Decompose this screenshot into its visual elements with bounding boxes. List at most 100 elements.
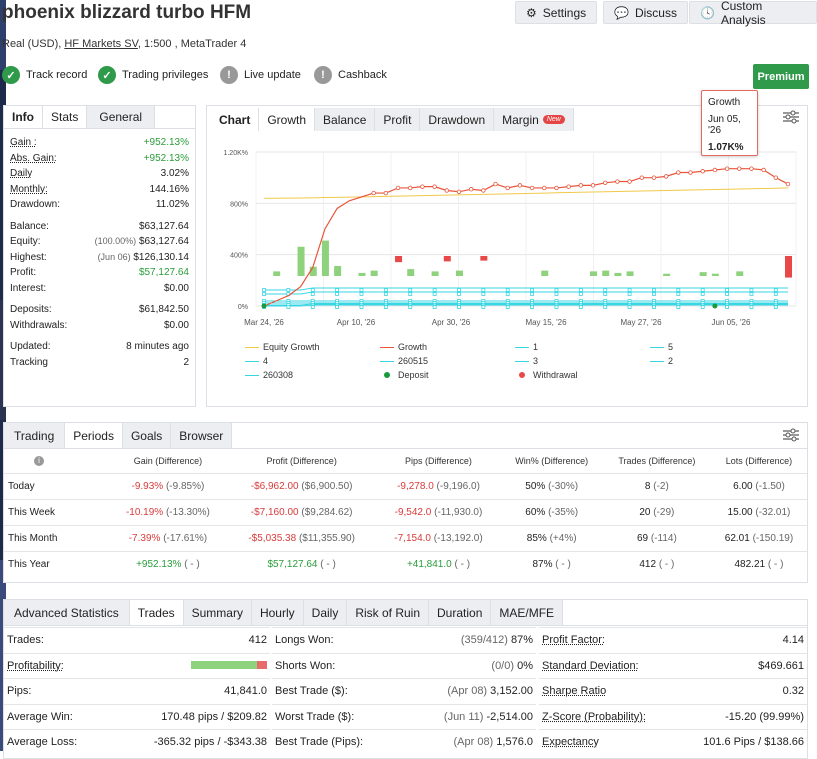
broker-link[interactable]: HF Markets SV [64, 38, 138, 50]
legend-label: Growth [398, 342, 428, 352]
stat-row: Profitability: [4, 652, 270, 678]
bar [334, 265, 342, 276]
series-point-cyan [676, 305, 681, 309]
stat-label: Best Trade ($): [275, 685, 348, 697]
series-point-growth [627, 179, 632, 184]
series-point-growth [615, 179, 620, 184]
info-value: (100.00%) $63,127.64 [95, 236, 189, 247]
series-point-cyan [335, 305, 340, 309]
legend-item[interactable]: 1 [515, 342, 538, 352]
periods-panel: Trading Periods Goals Browser i Gain (Dif… [3, 422, 808, 583]
info-value-text: $63,127.64 [138, 220, 189, 232]
legend-item[interactable]: 260308 [245, 370, 293, 380]
info-icon: i [34, 456, 44, 467]
info-label: Equity: [10, 236, 41, 248]
tab-advanced-2[interactable]: Summary [183, 600, 252, 625]
tab-advanced-3[interactable]: Hourly [251, 600, 304, 625]
series-point-growth [554, 185, 559, 191]
gear-icon: ⚙ [526, 5, 537, 20]
chart-settings-icon[interactable] [782, 110, 800, 124]
tab-margin[interactable]: Margin New [494, 108, 574, 131]
chat-icon: 💬 [614, 5, 629, 20]
stat-value: -365.32 pips / -$343.38 [153, 736, 267, 748]
series-point-cyan [725, 292, 729, 296]
tab-advanced-7[interactable]: MAE/MFE [491, 600, 564, 625]
series-point-growth [481, 188, 486, 193]
tab-browser[interactable]: Browser [171, 423, 233, 448]
period-cell: -9,542.0 (-11,930.0) [376, 498, 501, 525]
info-value-text: $57,127.64 [138, 267, 189, 279]
series-point-cyan [383, 288, 388, 292]
stat-row: Expectancy 101.6 Pips / $138.66 [539, 729, 807, 754]
period-cell: 50% (-30%) [500, 472, 603, 499]
series-point-cyan [408, 305, 413, 309]
period-cell: 20 (-29) [602, 498, 711, 525]
settings-button[interactable]: ⚙ Settings [515, 1, 598, 24]
legend-item[interactable]: Withdrawal [515, 370, 578, 380]
info-value: +952.13% [144, 153, 189, 164]
period-cell: $57,127.64 ( - ) [226, 550, 377, 577]
tab-chart[interactable]: Chart [211, 108, 260, 131]
info-value: $61,842.50 [139, 304, 189, 315]
series-point-growth [578, 183, 584, 188]
tab-general[interactable]: General [87, 106, 156, 128]
advanced-stats-panel: Advanced Statistics Trades Summary Hourly Da… [3, 599, 808, 759]
legend-item[interactable]: 5 [650, 342, 673, 352]
info-label: Updated: [10, 341, 51, 353]
series-point-cyan [310, 292, 315, 296]
legend-item[interactable]: 4 [245, 356, 268, 366]
custom-analysis-button[interactable]: 🕓 Custom Analysis [689, 0, 817, 27]
series-point-growth [542, 185, 547, 191]
growth-chart[interactable]: 1.20K% 800% 400% 0% Mar 24, '26 Apr 10, '26 Ap… [206, 140, 806, 340]
legend-item[interactable]: 2 [650, 356, 673, 366]
tab-advanced-0[interactable]: Advanced Statistics [4, 600, 130, 625]
legend-swatch [245, 346, 259, 348]
periods-settings-icon[interactable] [782, 428, 800, 442]
series-point-cyan [310, 288, 315, 292]
legend-item[interactable]: Equity Growth [245, 342, 320, 352]
series-point-cyan [773, 288, 778, 292]
series-point-cyan [627, 292, 632, 296]
period-cell: -7,154.0 (-13,192.0) [376, 524, 501, 551]
tab-drawdown[interactable]: Drawdown [420, 108, 495, 131]
discuss-button[interactable]: 💬 Discuss [603, 1, 688, 24]
info-value-text: $63,127.64 [138, 236, 189, 248]
tab-balance[interactable]: Balance [315, 108, 376, 131]
tab-growth[interactable]: Growth [259, 108, 316, 131]
tab-goals[interactable]: Goals [122, 423, 172, 448]
series-line-cyan [264, 303, 788, 306]
tab-stats[interactable]: Stats [43, 106, 88, 128]
series-point-cyan [481, 292, 486, 296]
legend-label: 3 [533, 356, 539, 366]
tab-trading[interactable]: Trading [4, 423, 66, 448]
tab-info[interactable]: Info [4, 106, 43, 128]
periods-tabs: Trading Periods Goals Browser [4, 423, 807, 449]
period-cell: 15.00 (-32.01) [710, 498, 807, 525]
tab-profit[interactable]: Profit [375, 108, 421, 131]
legend-item[interactable]: Deposit [380, 370, 429, 380]
x-tick-label: May 15, '26 [525, 318, 567, 327]
tab-advanced-5[interactable]: Risk of Ruin [347, 600, 430, 625]
bar [699, 272, 707, 276]
tab-advanced-1[interactable]: Trades [129, 600, 184, 625]
tab-advanced-6[interactable]: Duration [429, 600, 492, 625]
premium-button[interactable]: Premium [753, 64, 809, 89]
bar [626, 271, 634, 276]
period-cell: 87% ( - ) [500, 550, 603, 577]
series-point-cyan [749, 292, 754, 296]
series-point-cyan [335, 288, 340, 292]
table-row: This Year +952.13% ( - ) $57,127.64 ( - ) +… [4, 550, 807, 577]
series-point-cyan [359, 292, 364, 296]
info-label: Deposits: [10, 304, 52, 316]
series-point-growth [639, 175, 644, 180]
legend-item[interactable]: 260515 [380, 356, 428, 366]
legend-item[interactable]: 3 [515, 356, 538, 366]
series-point-cyan [725, 305, 729, 309]
series-point-growth [651, 175, 657, 180]
tab-advanced-4[interactable]: Daily [303, 600, 348, 625]
series-point-cyan [530, 305, 534, 309]
new-badge: New [542, 115, 565, 124]
tab-periods[interactable]: Periods [65, 423, 123, 448]
series-point-growth [432, 184, 437, 189]
legend-item[interactable]: Growth [380, 342, 427, 352]
